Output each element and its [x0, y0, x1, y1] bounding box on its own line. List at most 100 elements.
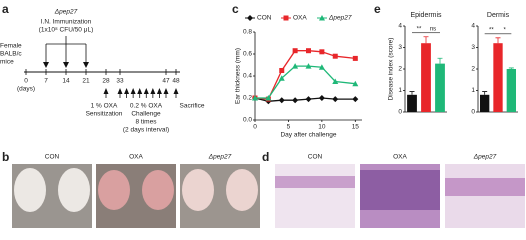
photo-label: OXA: [129, 154, 143, 161]
marker: [319, 49, 325, 55]
panel-label: d: [262, 150, 269, 164]
x-tick-label: 10: [318, 124, 326, 131]
y-tick-label: 0.0: [243, 117, 252, 124]
day-label: 47: [162, 78, 170, 85]
error-bar: [508, 67, 514, 69]
y-tick-label: 0.2: [243, 95, 252, 102]
histology-image: [275, 164, 355, 228]
up-arrow: [150, 88, 156, 98]
chart-title: Dermis: [487, 12, 510, 19]
arrow-head: [83, 62, 89, 68]
y-tick-label: 1: [398, 87, 402, 94]
histology-label: OXA: [393, 154, 407, 161]
histology-label: CON: [308, 154, 323, 161]
marker: [352, 80, 359, 87]
series-line: [255, 65, 356, 99]
y-axis-label: Disease index (score): [388, 38, 395, 101]
x-tick-label: 15: [352, 124, 360, 131]
marker: [318, 95, 325, 101]
up-arrow: [156, 88, 162, 98]
subject: BALB/c: [0, 51, 22, 58]
up-arrow: [137, 88, 143, 98]
marker: [283, 15, 289, 21]
error-bar: [482, 91, 488, 95]
y-tick-label: 0.8: [243, 29, 252, 36]
marker: [332, 78, 339, 84]
x-tick-label: 0: [253, 124, 257, 131]
up-arrow: [124, 88, 130, 98]
bar: [421, 43, 431, 113]
sacrifice: Sacrifice: [180, 103, 205, 110]
bar: [407, 94, 417, 112]
error-bar: [409, 91, 415, 95]
y-tick-label: 4: [398, 23, 402, 30]
bar: [493, 43, 503, 113]
marker: [305, 96, 312, 103]
up-arrow: [130, 88, 136, 98]
ear: [142, 170, 174, 210]
up-arrow: [173, 88, 179, 98]
ear-photos: [12, 164, 260, 228]
subject: Female: [0, 43, 22, 50]
error-bar: [495, 37, 501, 44]
series-line: [254, 50, 356, 100]
marker: [247, 15, 253, 21]
marker: [278, 97, 285, 104]
up-arrow: [103, 88, 109, 98]
panel-label: c: [232, 2, 239, 16]
y-tick-label: 0.6: [243, 51, 252, 58]
sensitization: Sensitization: [86, 111, 123, 118]
marker: [292, 97, 299, 104]
marker: [306, 48, 311, 54]
dose: (1x10⁸ CFU/50 μL): [39, 27, 94, 34]
challenge: 0.2 % OXA: [130, 103, 163, 110]
marker: [278, 75, 285, 81]
y-axis-label: Ear thickness (mm): [235, 48, 242, 104]
marker: [319, 15, 325, 21]
challenge: Challenge: [131, 111, 161, 118]
day-label: 0: [24, 78, 28, 85]
panel-label: a: [2, 2, 9, 16]
day-label: 33: [116, 78, 124, 85]
legend-label: CON: [257, 15, 272, 22]
panel-label: b: [2, 150, 9, 164]
marker: [265, 95, 272, 101]
ear: [98, 170, 130, 210]
tissue-band: [445, 178, 525, 196]
y-tick-label: 0: [398, 109, 402, 116]
figure: a b c d e Δpep27 I.N. Immunization(1x10⁸ CFU/5…: [0, 2, 525, 228]
y-tick-label: 1: [471, 87, 475, 94]
photo-label: Δpep27: [208, 154, 232, 161]
day-label: 21: [82, 78, 90, 85]
y-tick-label: 2: [398, 66, 402, 73]
significance-label: **: [489, 27, 494, 33]
error-bar: [423, 36, 429, 44]
y-tick-label: 3: [471, 44, 475, 51]
marker: [252, 95, 258, 101]
subject: mice: [0, 59, 14, 66]
marker: [352, 96, 359, 103]
histology-images: [275, 164, 525, 228]
up-arrow: [143, 88, 149, 98]
marker: [332, 96, 339, 103]
significance-label: **: [417, 26, 422, 32]
marker: [305, 63, 312, 69]
bar: [506, 69, 516, 112]
up-arrow: [163, 88, 169, 98]
panel-label: e: [374, 2, 381, 16]
ear: [182, 169, 214, 211]
days-unit: (days): [17, 86, 35, 93]
challenge: 8 times: [136, 119, 158, 126]
error-bar: [437, 57, 443, 64]
chart-title: Epidermis: [410, 12, 442, 19]
arrow-head: [63, 62, 69, 68]
marker: [279, 68, 285, 73]
marker: [292, 48, 298, 54]
bar: [435, 63, 445, 112]
arrow-head: [43, 62, 49, 68]
day-label: 7: [44, 78, 48, 85]
y-tick-label: 3: [398, 44, 402, 51]
y-tick-label: 2: [471, 66, 475, 73]
tissue-band: [275, 176, 355, 188]
significance-label: ns: [430, 26, 436, 32]
